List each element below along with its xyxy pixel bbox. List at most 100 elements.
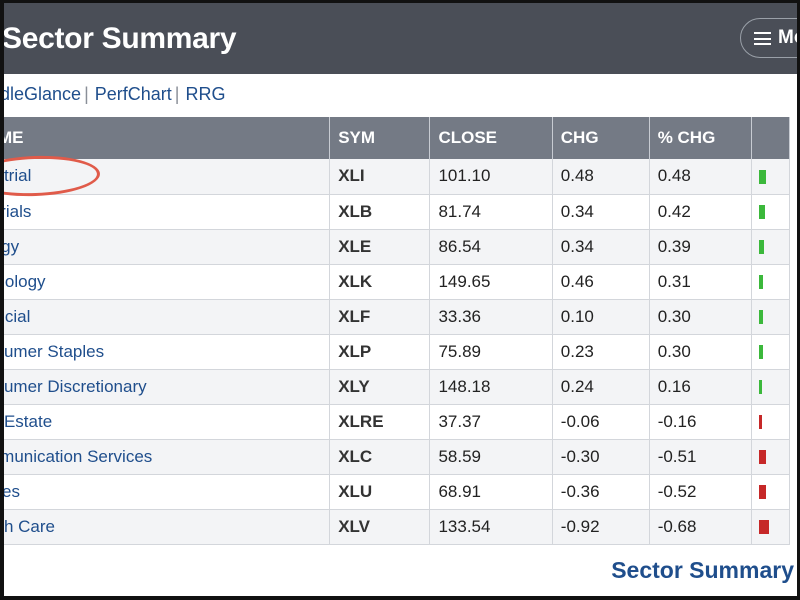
change-value-cell: 0.34 xyxy=(552,229,650,265)
table-row[interactable]: lities XLU 68.91 -0.36 -0.52 xyxy=(0,474,790,510)
change-value-cell: 0.46 xyxy=(552,264,650,300)
close-value-cell: 68.91 xyxy=(429,474,553,510)
sector-symbol-cell: XLU xyxy=(329,474,431,510)
sector-name-link-cell[interactable]: terials xyxy=(0,194,331,230)
change-value-cell: 0.24 xyxy=(552,369,650,405)
percent-change-value: 0.42 xyxy=(657,201,691,221)
table-row[interactable]: nsumer Discretionary XLY 148.18 0.24 0.16 xyxy=(0,369,790,405)
sector-name-link[interactable]: lities xyxy=(0,481,21,501)
table-row[interactable]: ancial XLF 33.36 0.10 0.30 xyxy=(0,299,790,335)
change-value: -0.36 xyxy=(560,481,600,501)
sector-name-link-cell[interactable]: ancial xyxy=(0,299,331,335)
sector-name-link[interactable]: ancial xyxy=(0,306,31,326)
table-row[interactable]: ustrial XLI 101.10 0.48 0.48 xyxy=(0,159,790,195)
column-header-name[interactable]: ME xyxy=(0,117,331,159)
change-bar-cell xyxy=(751,264,790,300)
sector-name-link[interactable]: ergy xyxy=(0,236,20,256)
sector-name-link[interactable]: alth Care xyxy=(0,516,55,536)
sector-symbol-cell: XLY xyxy=(329,369,431,405)
close-value: 86.54 xyxy=(438,236,481,256)
table-row[interactable]: ergy XLE 86.54 0.34 0.39 xyxy=(0,229,790,265)
table-row[interactable]: hnology XLK 149.65 0.46 0.31 xyxy=(0,264,790,300)
change-value: 0.46 xyxy=(560,271,594,291)
screen-frame-right xyxy=(797,0,800,600)
change-value-cell: 0.23 xyxy=(552,334,650,370)
change-bar-cell xyxy=(751,299,790,335)
table-row[interactable]: nsumer Staples XLP 75.89 0.23 0.30 xyxy=(0,334,790,370)
change-value-cell: -0.06 xyxy=(552,404,650,440)
sector-name-link-cell[interactable]: ergy xyxy=(0,229,331,265)
sector-name-link-cell[interactable]: lities xyxy=(0,474,331,510)
column-header-change[interactable]: CHG xyxy=(552,117,650,159)
sector-name-link-cell[interactable]: hnology xyxy=(0,264,331,300)
sector-name-link[interactable]: ustrial xyxy=(0,166,32,186)
change-bar xyxy=(759,345,764,360)
close-value-cell: 133.54 xyxy=(429,509,553,545)
sector-symbol: XLRE xyxy=(338,411,384,431)
percent-change-value-cell: 0.48 xyxy=(649,159,753,195)
change-bar-cell xyxy=(751,369,790,405)
change-bar-cell xyxy=(751,194,790,230)
column-header-percent-change[interactable]: % CHG xyxy=(649,117,753,159)
change-bar-cell xyxy=(751,509,790,545)
column-header-close[interactable]: CLOSE xyxy=(429,117,553,159)
sector-summary-link[interactable]: Sector Summary xyxy=(611,557,794,583)
sector-symbol: XLP xyxy=(338,341,372,361)
change-bar-cell xyxy=(751,159,790,195)
percent-change-value-cell: 0.30 xyxy=(649,299,753,335)
change-bar xyxy=(759,169,767,184)
percent-change-value-cell: 0.31 xyxy=(649,264,753,300)
screen-frame-left xyxy=(0,0,4,600)
sector-name-link[interactable]: nsumer Staples xyxy=(0,341,105,361)
close-value-cell: 81.74 xyxy=(429,194,553,230)
change-bar xyxy=(759,415,763,430)
sector-symbol-cell: XLB xyxy=(329,194,431,230)
close-value: 58.59 xyxy=(438,446,481,466)
change-value: 0.24 xyxy=(560,376,594,396)
percent-change-value: 0.39 xyxy=(657,236,691,256)
change-value: 0.48 xyxy=(560,166,594,186)
close-value: 37.37 xyxy=(438,411,481,431)
change-bar-cell xyxy=(751,404,790,440)
change-value-cell: -0.92 xyxy=(552,509,650,545)
table-row[interactable]: alth Care XLV 133.54 -0.92 -0.68 xyxy=(0,509,790,545)
sector-name-link[interactable]: mmunication Services xyxy=(0,446,153,466)
sector-name-link-cell[interactable]: al Estate xyxy=(0,404,331,440)
sector-symbol: XLB xyxy=(338,201,373,221)
percent-change-value-cell: 0.30 xyxy=(649,334,753,370)
change-bar-cell xyxy=(751,229,790,265)
sector-symbol: XLC xyxy=(338,446,373,466)
sector-name-link-cell[interactable]: ustrial xyxy=(0,159,331,195)
column-header-symbol[interactable]: SYM xyxy=(329,117,431,159)
perfchart-link[interactable]: PerfChart xyxy=(94,84,172,104)
table-row[interactable]: terials XLB 81.74 0.34 0.42 xyxy=(0,194,790,230)
sector-name-link-cell[interactable]: nsumer Discretionary xyxy=(0,369,331,405)
sector-name-link-cell[interactable]: nsumer Staples xyxy=(0,334,331,370)
sector-name-link[interactable]: terials xyxy=(0,201,32,221)
sector-name-link[interactable]: hnology xyxy=(0,271,46,291)
table-row[interactable]: al Estate XLRE 37.37 -0.06 -0.16 xyxy=(0,404,790,440)
more-menu-button[interactable]: Mo xyxy=(740,18,800,58)
sector-name-link-cell[interactable]: mmunication Services xyxy=(0,439,331,475)
sector-name-link[interactable]: al Estate xyxy=(0,411,53,431)
change-bar-cell xyxy=(751,334,790,370)
change-value: 0.10 xyxy=(560,306,594,326)
change-value: 0.34 xyxy=(560,236,594,256)
close-value-cell: 101.10 xyxy=(429,159,553,195)
table-row[interactable]: mmunication Services XLC 58.59 -0.30 -0.51 xyxy=(0,439,790,475)
sector-symbol-cell: XLRE xyxy=(329,404,431,440)
rrg-link[interactable]: RRG xyxy=(185,84,226,104)
change-bar xyxy=(759,520,770,535)
column-header-bar xyxy=(751,117,790,159)
sector-symbol-cell: XLE xyxy=(329,229,431,265)
page-title: Sector Summary xyxy=(2,22,237,55)
candleglance-link[interactable]: dleGlance xyxy=(0,84,82,104)
close-value: 81.74 xyxy=(438,201,481,221)
sector-name-link[interactable]: nsumer Discretionary xyxy=(0,376,147,396)
sector-name-link-cell[interactable]: alth Care xyxy=(0,509,331,545)
link-separator: | xyxy=(174,84,180,104)
change-value-cell: 0.48 xyxy=(552,159,650,195)
sector-symbol: XLK xyxy=(338,271,373,291)
sector-table: ME SYM CLOSE CHG % CHG ustrial XLI 101.10 0… xyxy=(0,117,790,545)
close-value-cell: 75.89 xyxy=(429,334,553,370)
